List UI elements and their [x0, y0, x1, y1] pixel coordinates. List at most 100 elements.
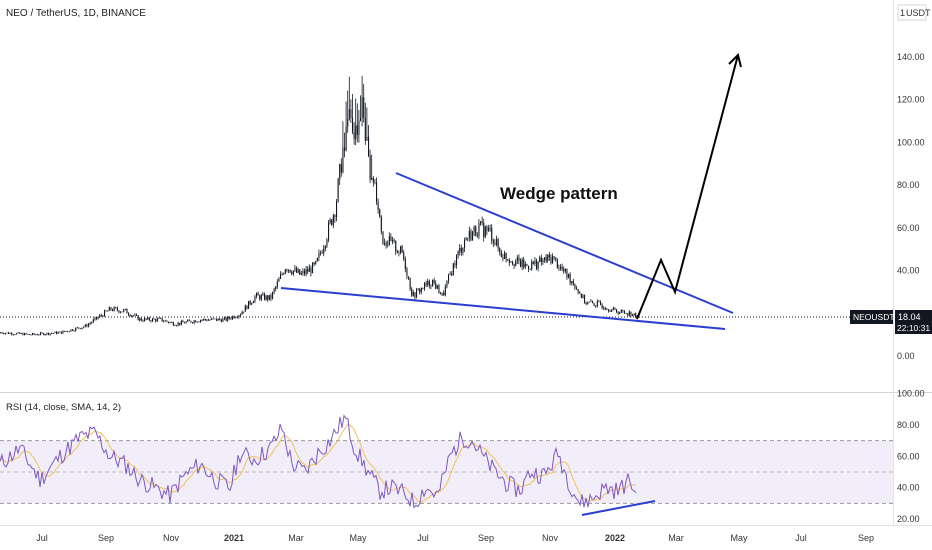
candle-body	[358, 120, 360, 135]
candle-body	[0, 332, 2, 334]
candle-body	[524, 264, 526, 268]
rsi-axis[interactable]: 100.00 80.00 60.00 40.00 20.00	[897, 389, 925, 524]
candle-body	[147, 317, 149, 320]
candle-body	[238, 315, 240, 318]
candle-body	[129, 314, 131, 317]
time-tick-label: Jul	[36, 533, 48, 543]
candle-body	[614, 307, 616, 310]
rsi-tick-label: 40.00	[897, 483, 920, 493]
candle-body	[528, 265, 530, 269]
symbol-title[interactable]: NEO / TetherUS, 1D, BINANCE	[6, 8, 146, 19]
candle-body	[560, 266, 562, 269]
candle-body	[417, 289, 419, 290]
candle-body	[41, 332, 43, 334]
rsi-divergence-trendline[interactable]	[581, 500, 656, 516]
candle-body	[1, 332, 3, 334]
candle-body	[307, 269, 309, 272]
rsi-sma-line	[0, 423, 637, 504]
candle-body	[512, 261, 514, 265]
candle-body	[483, 223, 485, 237]
candle-body	[564, 268, 566, 272]
candle-body	[635, 313, 637, 318]
candle-body	[339, 164, 341, 180]
wedge-lower-trendline[interactable]	[280, 287, 726, 330]
candle-body	[318, 252, 320, 258]
candle-body	[152, 318, 154, 322]
projection-arrow-path[interactable]	[636, 54, 739, 320]
candle-body	[192, 322, 194, 324]
candle-body	[224, 317, 226, 319]
rsi-tick-label: 20.00	[897, 514, 920, 524]
candle-body	[19, 332, 21, 334]
price-axis[interactable]: 140.00 120.00 100.00 80.00 60.00 40.00 0.00	[897, 52, 925, 361]
candle-body	[241, 312, 243, 315]
candle-body	[422, 287, 424, 289]
candle-body	[531, 261, 533, 270]
candle-body	[121, 311, 123, 313]
candle-body	[372, 178, 374, 183]
candle-body	[449, 274, 451, 275]
candle-body	[112, 309, 114, 311]
candle-body	[233, 316, 235, 318]
candle-body	[323, 248, 325, 254]
candle-body	[579, 292, 581, 294]
candle-body	[411, 288, 413, 296]
candle-body	[513, 264, 515, 266]
candle-body	[65, 331, 67, 332]
price-pane[interactable]	[0, 0, 893, 392]
wedge-upper-trendline[interactable]	[395, 172, 734, 314]
candle-body	[134, 314, 136, 316]
candle-body	[540, 257, 542, 263]
candle-body	[382, 231, 384, 244]
candle-body	[342, 147, 344, 173]
candle-body	[460, 247, 462, 253]
candle-body	[12, 334, 14, 336]
candle-body	[164, 320, 166, 322]
candle-body	[361, 97, 363, 119]
candle-body	[619, 312, 621, 314]
rsi-indicator-label[interactable]: RSI (14, close, SMA, 14, 2)	[6, 402, 121, 413]
candle-body	[510, 261, 512, 263]
candle-body	[630, 311, 632, 316]
time-tick-label: Sep	[478, 533, 494, 543]
candle-body	[547, 254, 549, 262]
bar-countdown: 22:10:31	[897, 323, 930, 333]
candle-body	[312, 262, 314, 274]
candle-body	[217, 318, 219, 321]
time-tick-label: May	[730, 533, 748, 543]
candle-body	[548, 254, 550, 258]
candle-body	[44, 334, 46, 336]
candle-body	[156, 318, 158, 322]
candle-body	[569, 273, 571, 283]
candle-body	[609, 310, 611, 312]
candle-body	[91, 322, 93, 324]
candle-body	[601, 304, 603, 309]
wedge-pattern-label[interactable]: Wedge pattern	[500, 184, 618, 203]
candle-body	[204, 318, 206, 320]
candle-body	[16, 333, 18, 335]
candle-body	[187, 320, 189, 322]
candle-body	[481, 221, 483, 224]
candle-body	[331, 219, 333, 225]
candle-body	[190, 320, 192, 323]
candle-body	[315, 261, 317, 265]
candle-body	[462, 247, 464, 253]
candle-body	[88, 324, 90, 327]
candle-body	[582, 295, 584, 298]
candle-body	[84, 324, 86, 327]
candle-body	[576, 288, 578, 290]
candle-body	[537, 261, 539, 269]
candle-body	[304, 270, 306, 275]
price-tick-label: 0.00	[897, 351, 915, 361]
candle-body	[436, 285, 438, 289]
candle-body	[467, 237, 469, 239]
candle-body	[148, 317, 150, 321]
candle-body	[409, 278, 411, 289]
currency-badge[interactable]	[897, 4, 927, 21]
candle-body	[348, 109, 350, 119]
candle-body	[299, 269, 301, 275]
candle-body	[264, 293, 266, 300]
time-axis[interactable]: Jul Sep Nov 2021 Mar May Jul Sep Nov 2022 Mar May Ju…	[36, 533, 874, 543]
candle-body	[25, 333, 27, 335]
candle-body	[43, 333, 45, 335]
